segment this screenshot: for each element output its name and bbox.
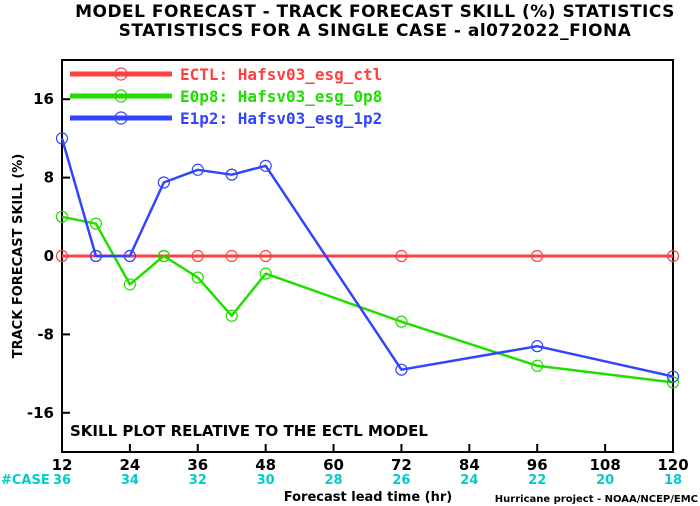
legend-swatch-marker — [114, 111, 128, 125]
case-label: #CASE — [1, 473, 50, 488]
legend-swatch-marker — [114, 67, 128, 81]
data-point — [395, 315, 408, 328]
y-axis-label: TRACK FORECAST SKILL (%) — [11, 154, 26, 359]
x-tick-label: 60 — [323, 456, 344, 474]
x-tick-label: 96 — [527, 456, 548, 474]
skill-annotation: SKILL PLOT RELATIVE TO THE ECTL MODEL — [70, 422, 428, 440]
chart-title: MODEL FORECAST - TRACK FORECAST SKILL (%… — [75, 2, 675, 22]
case-count: 24 — [460, 473, 478, 488]
data-point — [666, 370, 680, 383]
legend-entry: ECTL: Hafsv03_esg_ctl — [180, 65, 382, 84]
data-point — [157, 249, 170, 263]
y-tick-label: -16 — [27, 404, 54, 422]
case-count: 28 — [325, 473, 343, 488]
data-point — [259, 159, 272, 172]
y-tick-label: 0 — [44, 247, 54, 265]
data-point — [157, 176, 170, 189]
data-point — [123, 278, 136, 291]
case-count: 32 — [189, 473, 207, 488]
case-count: 22 — [528, 473, 546, 488]
data-point — [666, 376, 680, 389]
x-tick-label: 48 — [255, 456, 276, 474]
data-point — [395, 249, 408, 263]
data-point — [123, 249, 136, 263]
case-count: 20 — [596, 473, 614, 488]
legend-entry: E1p2: Hafsv03_esg_1p2 — [180, 109, 382, 128]
x-tick-label: 120 — [657, 456, 688, 474]
data-point — [191, 163, 204, 176]
data-point — [55, 132, 69, 145]
chart-subtitle: STATISTISCS FOR A SINGLE CASE - al072022… — [119, 21, 632, 41]
data-point — [191, 249, 204, 263]
legend-swatch-marker — [114, 89, 128, 103]
x-tick-label: 108 — [589, 456, 620, 474]
credit-text: Hurricane project - NOAA/NCEP/EMC — [495, 494, 698, 505]
data-point — [666, 249, 680, 263]
data-point — [395, 363, 408, 376]
data-point — [55, 210, 69, 223]
data-point — [225, 249, 238, 263]
x-tick-label: 24 — [119, 456, 140, 474]
data-point — [225, 309, 238, 322]
data-point — [191, 271, 204, 284]
data-point — [89, 249, 103, 263]
x-tick-label: 36 — [187, 456, 208, 474]
y-tick-label: 8 — [44, 169, 54, 187]
y-tick-label: 16 — [33, 90, 54, 108]
legend: ECTL: Hafsv03_esg_ctl E0p8: Hafsv03_esg_0… — [70, 65, 382, 128]
data-point — [531, 359, 544, 372]
case-count: 26 — [392, 473, 410, 488]
case-count: 34 — [121, 473, 139, 488]
data-point — [55, 249, 69, 263]
data-point — [259, 249, 272, 263]
series-layer — [55, 132, 680, 389]
series-line — [60, 138, 674, 378]
series-line — [61, 215, 674, 384]
y-tick-label: -8 — [37, 325, 54, 343]
data-point — [531, 340, 544, 353]
case-row: #CASE 36 34 32 30 28 26 24 22 20 18 — [1, 473, 682, 488]
case-count: 18 — [664, 473, 682, 488]
legend-entry: E0p8: Hafsv03_esg_0p8 — [180, 87, 382, 106]
x-axis-label: Forecast lead time (hr) — [284, 490, 452, 505]
data-point — [259, 267, 272, 280]
data-point — [89, 217, 103, 230]
x-tick-label: 84 — [459, 456, 480, 474]
x-tick-label: 12 — [52, 456, 73, 474]
case-count: 36 — [53, 473, 71, 488]
x-tick-label: 72 — [391, 456, 412, 474]
y-axis: -16 -8 0 8 16 — [27, 90, 70, 422]
x-axis: 12 24 36 48 60 72 84 96 108 120 — [52, 444, 689, 474]
data-point — [225, 168, 238, 181]
case-count: 30 — [257, 473, 275, 488]
data-point — [531, 249, 544, 263]
